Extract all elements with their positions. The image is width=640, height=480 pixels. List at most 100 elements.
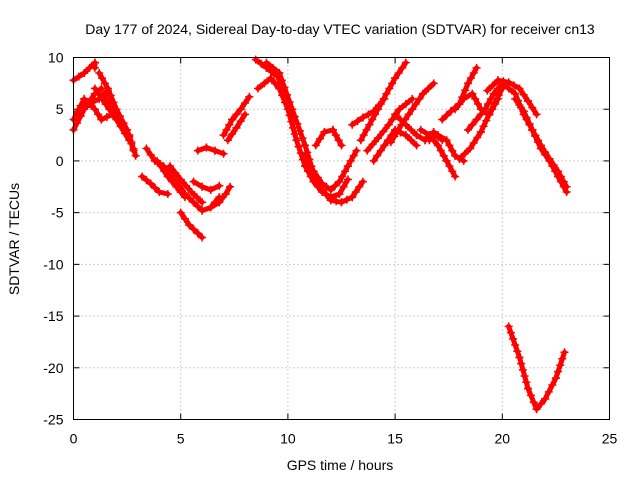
data-point-marker [228,115,237,124]
y-tick-label: 5 [56,101,64,117]
data-point-marker [545,154,554,163]
data-point-marker [322,182,331,191]
data-point-marker [337,198,346,207]
data-point-marker [528,125,537,134]
data-point-marker [103,84,112,93]
data-point-marker [349,151,358,160]
data-point-marker [171,168,180,177]
data-point-marker [408,94,417,103]
series-track [392,111,445,143]
data-point-marker [251,55,260,64]
data-point-marker [290,130,299,139]
data-point-marker [296,149,305,158]
data-point-marker [351,187,360,196]
data-point-marker [418,89,427,98]
data-point-marker [155,187,164,196]
data-point-marker [236,117,245,126]
data-point-marker [99,89,108,98]
data-point-marker [215,181,224,190]
series-track [92,86,132,143]
series-sat-m [176,208,207,242]
series-sat-i [138,172,172,199]
data-point-marker [531,131,540,140]
data-point-marker [394,69,403,78]
data-point-marker [289,123,298,132]
data-point-marker [359,131,368,140]
data-point-marker [522,378,531,387]
data-point-marker [524,96,533,105]
data-point-marker [382,89,391,98]
data-point-marker [176,175,185,184]
data-point-marker [532,405,541,414]
y-tick-label: -25 [43,412,63,428]
data-point-marker [525,119,534,128]
data-point-marker [548,381,557,390]
data-point-marker [407,125,416,134]
data-point-marker [401,58,410,67]
data-point-marker [176,208,185,217]
data-point-marker [519,107,528,116]
data-point-marker [510,81,519,90]
data-point-marker [513,347,522,356]
data-point-marker [489,89,498,98]
data-point-marker [311,141,320,150]
data-point-marker [271,79,280,88]
data-point-marker [448,167,457,176]
data-point-marker [391,74,400,83]
data-point-marker [448,146,457,155]
data-point-marker [342,195,351,204]
data-point-marker [416,125,425,134]
data-point-marker [138,172,147,181]
data-point-marker [391,110,400,119]
series-sat-ab [369,125,421,165]
data-point-marker [445,141,454,150]
data-point-marker [424,84,433,93]
data-point-marker [466,74,475,83]
data-point-marker [387,131,396,140]
data-point-marker [460,149,469,158]
data-point-marker [471,94,480,103]
data-point-marker [320,127,329,136]
data-point-marker [245,92,254,101]
data-point-marker [544,387,553,396]
series-track [452,91,501,117]
data-point-marker [368,115,377,124]
data-point-marker [316,134,325,143]
data-point-marker [396,128,405,137]
data-point-marker [146,179,155,188]
data-point-marker [331,181,340,190]
data-point-marker [494,76,503,85]
data-point-marker [189,225,198,234]
data-point-marker [334,136,343,145]
data-point-marker [74,72,83,81]
data-point-marker [290,112,299,121]
data-point-marker [515,84,524,93]
data-point-marker [562,182,571,191]
data-point-marker [142,144,151,153]
y-tick-label: -5 [51,205,64,221]
data-point-marker [189,198,198,207]
data-point-marker [232,123,241,132]
data-point-marker [185,194,194,203]
data-point-marker [309,167,318,176]
data-point-marker [528,103,537,112]
data-point-marker [198,206,207,215]
data-point-marker [482,116,491,125]
series-track [195,145,227,157]
data-point-marker [266,74,275,83]
data-point-marker [193,229,202,238]
series-sat-t [253,74,352,202]
y-tick-label: 0 [56,153,64,169]
data-point-marker [491,100,500,109]
data-point-marker [219,149,228,158]
data-point-marker [156,162,165,171]
data-point-marker [73,107,82,116]
data-point-marker [211,146,220,155]
data-point-marker [396,115,405,124]
data-point-marker [108,103,117,112]
data-point-marker [433,141,442,150]
data-point-marker [106,91,115,100]
data-point-marker [468,89,477,98]
data-point-marker [401,100,410,109]
data-point-marker [506,328,515,337]
